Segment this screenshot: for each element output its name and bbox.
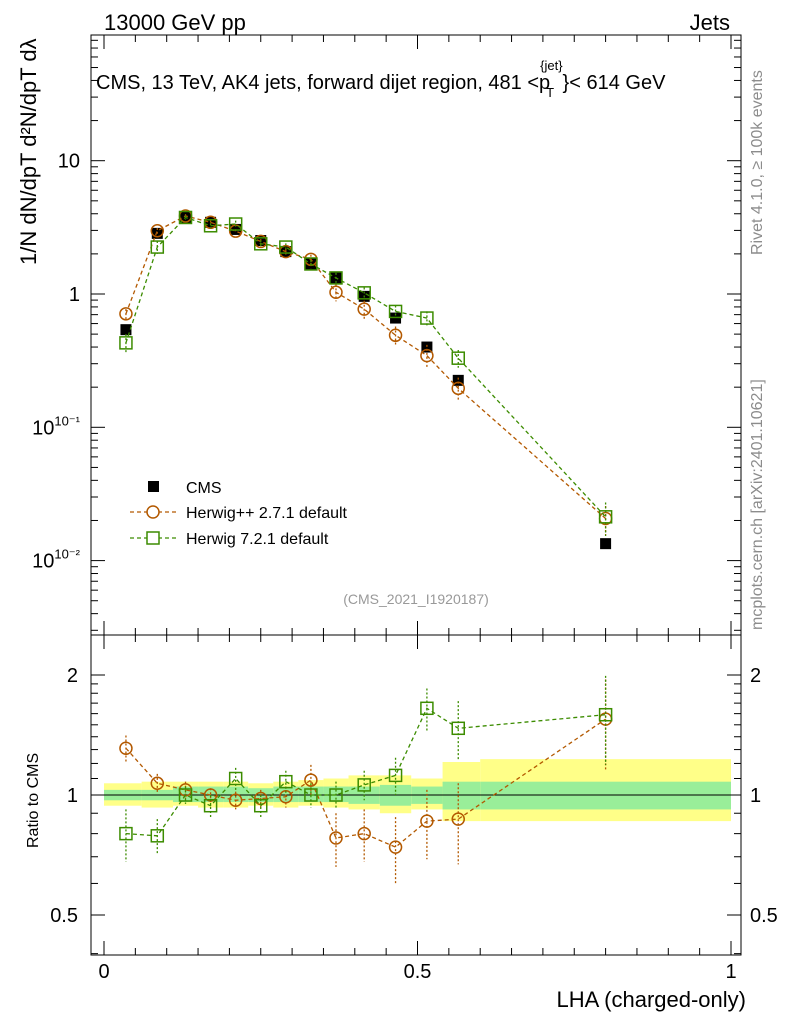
legend: CMS Herwig++ 2.7.1 default Herwig 7.2.1 …: [130, 480, 348, 548]
mcplots-label: mcplots.cern.ch [arXiv:2401.10621]: [749, 379, 766, 630]
herwig7-point: [304, 257, 318, 271]
herwig7-point: [357, 286, 371, 300]
herwig7-point: [388, 304, 403, 319]
ratio-herwigpp-point: [420, 814, 434, 828]
ratio-herwig7-point: [420, 701, 434, 716]
herwig7-point: [254, 237, 268, 251]
legend-herwig7-marker: [146, 531, 160, 545]
herwigpp-point: [203, 215, 218, 230]
ratio-y-tick-label-1-right: 1: [750, 785, 761, 807]
ratio-herwigpp-point: [119, 741, 133, 756]
ratio-herwigpp-point: [150, 776, 165, 791]
main-data-marks: [119, 209, 613, 550]
x-axis-label: LHA (charged-only): [556, 987, 746, 1012]
ratio-herwigpp-point: [279, 789, 293, 804]
ratio-herwig7-point: [150, 829, 165, 843]
legend-herwig7-label: Herwig 7.2.1 default: [186, 531, 329, 548]
ratio-series-line: [125, 707, 606, 837]
ratio-herwigpp-point: [329, 831, 343, 845]
ratio-herwig7-point: [203, 798, 218, 813]
ratio-herwig7-point: [279, 774, 293, 789]
header-process-label: Jets: [690, 10, 730, 35]
herwig7-point: [178, 210, 193, 225]
herwig7-point: [150, 240, 165, 254]
herwigpp-point: [357, 302, 371, 316]
analysis-id-label: (CMS_2021_I1920187): [343, 591, 489, 607]
ratio-herwigpp-point: [228, 793, 243, 808]
herwig7-point: [598, 510, 613, 524]
ratio-herwig7-point: [357, 778, 371, 792]
plot-title: CMS, 13 TeV, AK4 jets, forward dijet reg…: [96, 58, 666, 100]
y-tick-label-0.01: 1010⁻²: [32, 547, 81, 573]
herwig7-point: [329, 271, 343, 285]
herwigpp-point: [150, 224, 165, 238]
x-tick-label-0: 0: [98, 961, 109, 983]
ratio-data-marks: [119, 675, 613, 884]
ratio-herwigpp-point: [388, 840, 403, 854]
herwig7-point: [420, 311, 434, 325]
ratio-y-axis-label: Ratio to CMS: [25, 753, 42, 848]
y-tick-label-1: 1: [69, 284, 80, 306]
legend-cms-marker: [148, 481, 159, 492]
ratio-herwig7-point: [304, 788, 318, 802]
ratio-axis-ticks: [91, 635, 741, 955]
ratio-stat-band: [198, 786, 224, 803]
legend-herwigpp-marker: [146, 505, 160, 519]
ratio-herwigpp-point: [357, 826, 371, 841]
ratio-y-tick-label-2-left: 2: [67, 665, 78, 687]
ratio-y-tick-label-1-left: 1: [67, 785, 78, 807]
herwig7-point: [228, 217, 243, 231]
main-series-line: [125, 215, 607, 519]
ratio-uncertainty-bands: [104, 759, 731, 822]
main-axis-ticks: [91, 35, 741, 635]
legend-herwigpp-label: Herwig++ 2.7.1 default: [186, 505, 348, 522]
ratio-herwigpp-point: [304, 773, 318, 787]
herwig7-point: [451, 351, 466, 365]
herwigpp-point: [329, 285, 343, 300]
header-energy-label: 13000 GeV pp: [104, 10, 246, 35]
ratio-y-tick-label-0.5-right: 0.5: [750, 905, 778, 927]
x-tick-label-1: 1: [725, 961, 736, 983]
cms-data-point: [452, 374, 464, 386]
ratio-stat-band: [442, 781, 481, 810]
cms-data-point: [421, 341, 433, 353]
ratio-panel: [90, 634, 742, 956]
ratio-herwig7-point: [329, 788, 343, 802]
ratio-herwig7-point: [451, 721, 466, 736]
ratio-y-tick-label-0.5-left: 0.5: [50, 905, 78, 927]
ratio-herwig7-point: [254, 798, 268, 813]
legend-cms-label: CMS: [186, 480, 222, 497]
ratio-y-tick-label-2-right: 2: [750, 665, 761, 687]
y-tick-label-10: 10: [58, 151, 80, 173]
herwig7-point: [279, 240, 293, 254]
ratio-herwig7-point: [598, 707, 613, 722]
main-y-axis-label: 1/N dN/dpT d²N/dpT dλ: [16, 38, 41, 265]
herwigpp-point: [420, 348, 434, 363]
x-tick-label-0.5: 0.5: [404, 961, 432, 983]
ratio-herwig7-point: [228, 771, 243, 786]
ratio-herwig7-point: [119, 826, 133, 841]
herwig7-point: [203, 219, 218, 233]
herwigpp-point: [451, 381, 466, 396]
ratio-stat-band: [480, 781, 731, 810]
ratio-herwigpp-point: [451, 812, 466, 826]
rivet-version-label: Rivet 4.1.0, ≥ 100k events: [749, 70, 766, 255]
cms-data-point: [120, 324, 132, 336]
y-tick-label-0.1: 1010⁻¹: [32, 413, 81, 439]
main-series-line: [125, 216, 607, 518]
cms-data-point: [600, 538, 612, 550]
ratio-herwig7-point: [178, 788, 193, 802]
herwig7-point: [119, 336, 133, 350]
herwigpp-point: [119, 307, 133, 321]
ratio-herwig7-point: [388, 768, 403, 783]
herwigpp-point: [388, 328, 403, 343]
